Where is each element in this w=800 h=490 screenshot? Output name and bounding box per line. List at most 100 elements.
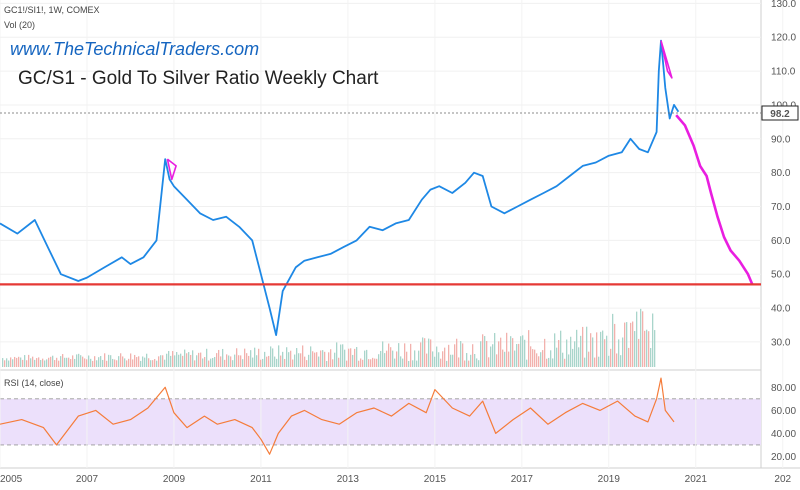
volume-bar — [472, 344, 474, 367]
projection-line — [675, 114, 754, 285]
volume-bar — [182, 355, 184, 367]
volume-bar — [290, 350, 292, 367]
volume-bar — [286, 347, 288, 367]
volume-bar — [200, 352, 202, 367]
volume-bar — [102, 359, 104, 367]
volume-bar — [210, 358, 212, 367]
volume-bar — [238, 355, 240, 367]
volume-bar — [156, 360, 158, 367]
volume-bar — [150, 360, 152, 367]
volume-bar — [308, 354, 310, 367]
volume-bar — [234, 354, 236, 367]
volume-bar — [114, 359, 116, 367]
volume-bar — [108, 354, 110, 367]
volume-bar — [592, 337, 594, 367]
volume-bar — [588, 351, 590, 367]
volume-bar — [246, 353, 248, 367]
rsi-series-line — [0, 377, 675, 455]
volume-bar — [192, 350, 194, 367]
price-tick-label: 70.0 — [771, 202, 791, 213]
volume-bar — [380, 350, 382, 367]
volume-bar — [512, 338, 514, 367]
time-tick-label: 2015 — [424, 474, 447, 485]
volume-bar — [510, 336, 512, 367]
volume-bar — [428, 338, 430, 367]
volume-bar — [628, 347, 630, 367]
volume-bar — [226, 354, 228, 367]
volume-bar — [576, 329, 578, 367]
volume-bar — [582, 326, 584, 367]
volume-bar — [152, 360, 154, 367]
volume-bar — [236, 348, 238, 367]
volume-bar — [346, 360, 348, 367]
volume-bar — [654, 330, 656, 367]
volume-bar — [162, 355, 164, 367]
volume-bar — [148, 358, 150, 367]
volume-bar — [298, 353, 300, 367]
price-tick-label: 120.0 — [771, 33, 796, 44]
volume-bar — [546, 358, 548, 367]
volume-bar — [132, 359, 134, 367]
volume-bar — [342, 344, 344, 367]
volume-bar — [316, 352, 318, 367]
time-tick-label: 202 — [774, 474, 791, 485]
volume-bar — [266, 356, 268, 367]
volume-bar — [436, 346, 438, 367]
volume-bar — [300, 353, 302, 367]
volume-bar — [420, 342, 422, 367]
volume-bar — [398, 343, 400, 367]
volume-bar — [118, 356, 120, 367]
volume-bar — [184, 349, 186, 367]
price-axis: 130.0120.0110.0100.090.080.070.060.050.0… — [771, 0, 796, 348]
volume-bar — [396, 351, 398, 367]
volume-bar — [522, 335, 524, 367]
volume-bar — [498, 341, 500, 367]
volume-bar — [294, 354, 296, 367]
volume-bar — [206, 348, 208, 367]
volume-bar — [454, 344, 456, 367]
volume-bar — [62, 354, 64, 367]
volume-bar — [532, 349, 534, 367]
volume-bar — [432, 351, 434, 367]
volume-bar — [330, 349, 332, 367]
volume-bar — [604, 339, 606, 367]
volume-bar — [572, 348, 574, 367]
volume-bar — [72, 355, 74, 367]
volume-bar — [216, 353, 218, 367]
volume-bar — [58, 360, 60, 367]
volume-bar — [140, 360, 142, 367]
volume-bar — [22, 359, 24, 367]
volume-bar — [392, 350, 394, 367]
volume-bar — [42, 358, 44, 367]
volume-bar — [594, 357, 596, 367]
volume-bar — [32, 356, 34, 367]
volume-bar — [560, 330, 562, 367]
volume-bar — [606, 335, 608, 367]
volume-bar — [68, 357, 70, 367]
volume-bar — [358, 360, 360, 367]
volume-bar — [466, 353, 468, 367]
volume-bar — [92, 360, 94, 367]
volume-bar — [458, 357, 460, 367]
volume-bar — [14, 356, 16, 367]
volume-bar — [570, 336, 572, 367]
volume-bar — [636, 311, 638, 367]
volume-bar — [484, 336, 486, 367]
volume-bar — [500, 337, 502, 367]
volume-bar — [10, 357, 12, 367]
volume-bar — [494, 333, 496, 367]
volume-bar — [190, 354, 192, 367]
volume-bar — [482, 334, 484, 367]
volume-bar — [80, 355, 82, 367]
volume-bar — [134, 354, 136, 367]
volume-bar — [608, 355, 610, 367]
volume-bar — [644, 330, 646, 367]
price-tick-label: 80.0 — [771, 168, 791, 179]
volume-bar — [188, 352, 190, 367]
volume-bar — [374, 358, 376, 367]
volume-bar — [40, 359, 42, 367]
volume-bar — [250, 350, 252, 367]
website-label[interactable]: www.TheTechnicalTraders.com — [10, 39, 259, 59]
volume-bar — [586, 326, 588, 367]
volume-bar — [220, 356, 222, 367]
